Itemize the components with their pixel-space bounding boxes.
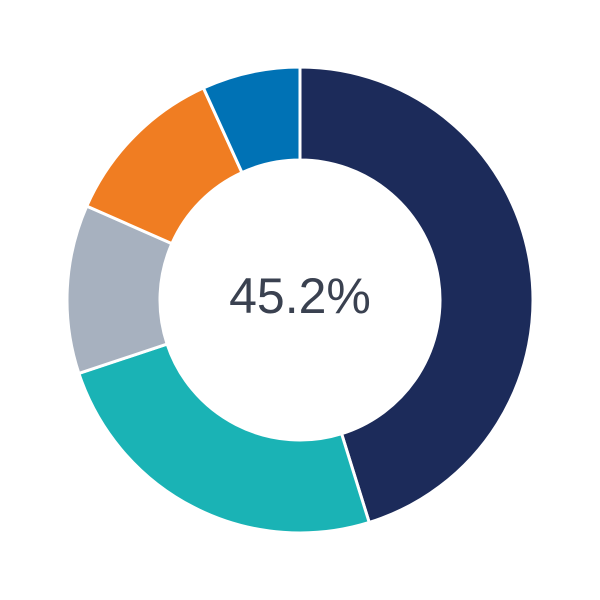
center-label: 45.2% <box>229 268 371 324</box>
donut-segment <box>201 65 302 175</box>
donut-segment <box>298 65 535 525</box>
donut-segment <box>76 342 372 535</box>
